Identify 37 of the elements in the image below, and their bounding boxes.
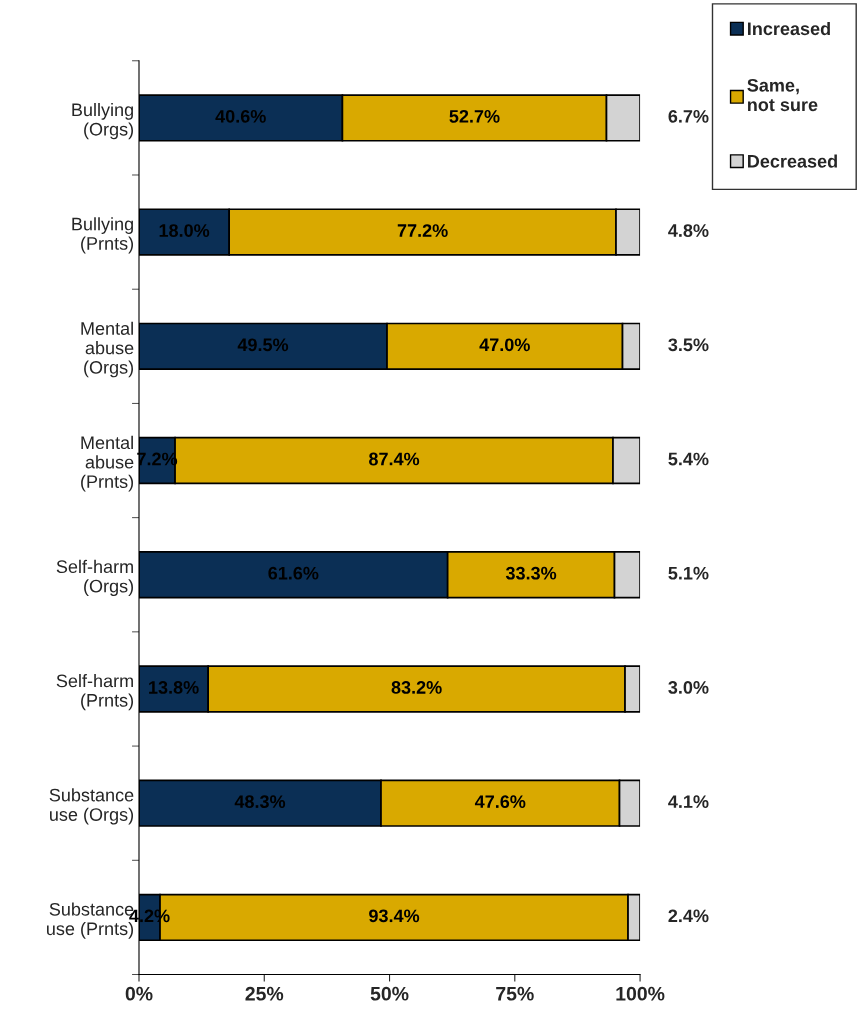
data-label: 5.1% bbox=[668, 566, 709, 580]
data-label: 3.0% bbox=[668, 681, 709, 694]
y-tick-label: Self-harm (Prnts) bbox=[56, 674, 134, 711]
x-tick-label: 0% bbox=[125, 986, 153, 1001]
data-label: 40.6% bbox=[215, 109, 266, 123]
data-label: 4.1% bbox=[668, 795, 709, 808]
data-label: 49.5% bbox=[237, 338, 289, 352]
legend-label: Same, not sure bbox=[747, 78, 818, 112]
data-label: 33.3% bbox=[505, 566, 557, 580]
data-label: 2.4% bbox=[668, 909, 709, 923]
data-label: 47.0% bbox=[479, 338, 530, 352]
data-label: 93.4% bbox=[369, 909, 420, 923]
data-label: 48.3% bbox=[234, 795, 286, 809]
data-label: 83.2% bbox=[391, 681, 442, 694]
y-tick-label: Bullying (Prnts) bbox=[72, 217, 134, 254]
y-tick-label: Mental abuse (Prnts) bbox=[81, 435, 134, 492]
legend-label: Increased bbox=[748, 21, 830, 36]
data-label: 3.5% bbox=[668, 338, 709, 352]
data-label: 5.4% bbox=[668, 452, 709, 466]
x-tick-label: 75% bbox=[496, 986, 534, 1001]
data-label: 77.2% bbox=[397, 224, 448, 237]
x-tick-label: 50% bbox=[370, 986, 409, 1001]
y-tick-label: Self-harm (Orgs) bbox=[56, 559, 134, 597]
data-label: 13.8% bbox=[149, 681, 199, 694]
data-label: 61.6% bbox=[268, 566, 319, 580]
data-label: 18.0% bbox=[159, 224, 210, 237]
y-tick-label: Substance use (Orgs) bbox=[49, 788, 134, 825]
y-tick-label: Mental abuse (Orgs) bbox=[81, 321, 134, 378]
x-tick-label: 25% bbox=[245, 986, 284, 1001]
data-label: 52.7% bbox=[449, 109, 500, 123]
data-label: 87.4% bbox=[369, 452, 420, 466]
legend-label: Decreased bbox=[748, 154, 837, 168]
data-label: 6.7% bbox=[668, 109, 709, 123]
x-tick-label: 100% bbox=[616, 986, 665, 1001]
data-label: 4.8% bbox=[668, 224, 709, 237]
y-tick-label: Bullying (Orgs) bbox=[72, 102, 134, 140]
data-label: 47.6% bbox=[474, 795, 526, 809]
